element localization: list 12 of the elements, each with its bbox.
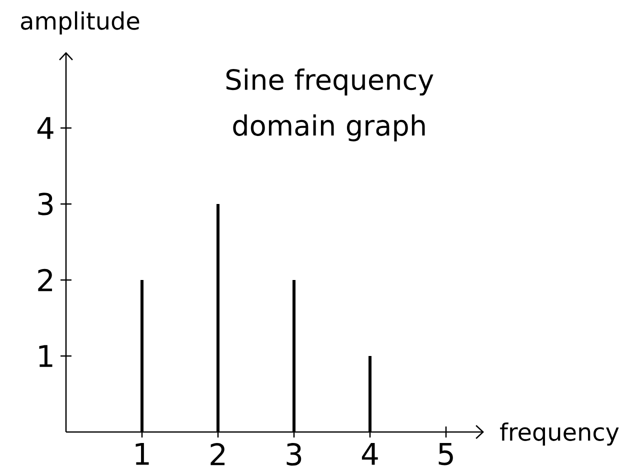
- x-tick-label: 3: [286, 442, 302, 466]
- x-tick-label: 4: [362, 442, 378, 465]
- text: Sine frequency domain graph: [226, 68, 434, 142]
- y-tick-label: 4: [37, 117, 54, 139]
- x-tick-label: 1: [136, 442, 149, 465]
- y-tick-label: 2: [38, 268, 52, 292]
- x-axis-title: frequency: [500, 422, 619, 446]
- y-tick-label: 3: [38, 192, 53, 216]
- y-axis-title: amplitude: [21, 11, 140, 34]
- x-tick-label: 2: [210, 442, 225, 466]
- x-tick-label: 5: [438, 442, 453, 466]
- y-tick-label: 1: [39, 345, 52, 367]
